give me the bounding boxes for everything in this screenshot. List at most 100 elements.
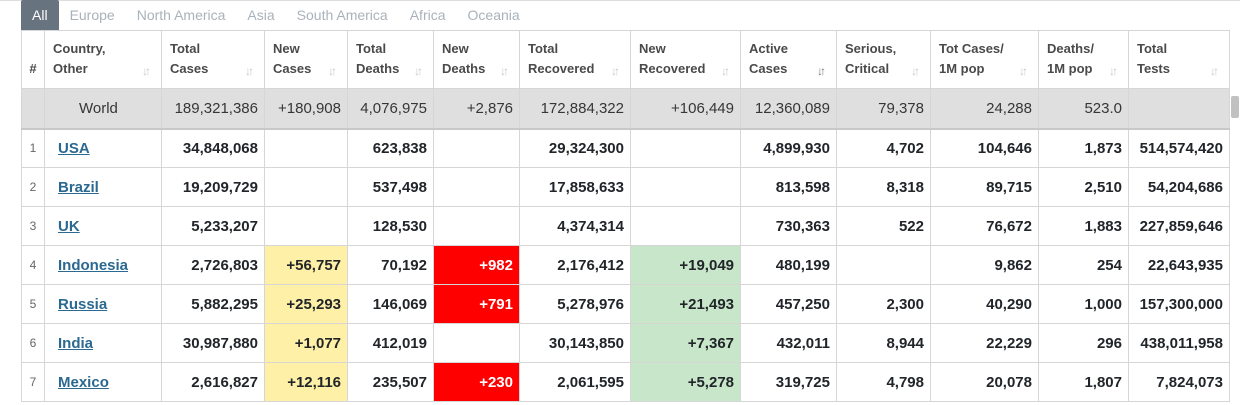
- header-label-line2: Tests: [1137, 61, 1170, 76]
- sort-arrows-icon[interactable]: ↓↑: [245, 64, 254, 78]
- cell-new-recovered: +21,493: [630, 284, 741, 324]
- header-total-tests[interactable]: Total Tests ↓↑: [1128, 30, 1230, 89]
- header-label-line2: Cases: [170, 61, 209, 76]
- table-header-row: # Country, Other ↓↑ Total Cases ↓↑ New Cases ↓↑ To…: [21, 30, 1230, 89]
- cell-serious-critical: 4,798: [836, 362, 931, 402]
- country-link[interactable]: Indonesia: [58, 256, 129, 274]
- header-total-deaths[interactable]: Total Deaths ↓↑: [347, 30, 434, 89]
- country-link[interactable]: UK: [58, 217, 80, 235]
- header-label: #: [23, 59, 44, 79]
- header-serious-critical[interactable]: Serious, Critical ↓↑: [836, 30, 931, 89]
- header-total-cases[interactable]: Total Cases ↓↑: [161, 30, 265, 89]
- header-label-line2: Deaths: [442, 61, 486, 76]
- header-label-line1: Active: [749, 41, 789, 56]
- cell-country: India: [44, 323, 162, 363]
- sort-arrows-icon[interactable]: ↓↑: [500, 64, 509, 78]
- header-new-deaths[interactable]: New Deaths ↓↑: [433, 30, 520, 89]
- cell-serious-critical: 8,944: [836, 323, 931, 363]
- header-total-recovered[interactable]: Total Recovered ↓↑: [519, 30, 631, 89]
- header-new-recovered[interactable]: New Recovered ↓↑: [630, 30, 741, 89]
- cell-total-tests: 157,300,000: [1128, 284, 1230, 324]
- cell-rank: 5: [21, 284, 45, 324]
- cell-new-recovered: +106,449: [630, 88, 741, 129]
- header-rank[interactable]: #: [21, 30, 45, 89]
- table-row: 6 India 30,987,880 +1,077 412,019 30,143,850 +…: [21, 323, 1230, 363]
- cell-cases-per-1m: 76,672: [930, 206, 1039, 246]
- cell-total-cases: 34,848,068: [161, 128, 265, 168]
- header-label-line2: Recovered: [528, 61, 595, 76]
- cell-total-deaths: 128,530: [347, 206, 434, 246]
- country-link[interactable]: Russia: [58, 295, 108, 313]
- header-country[interactable]: Country, Other ↓↑: [44, 30, 162, 89]
- cell-total-tests: 227,859,646: [1128, 206, 1230, 246]
- header-label: Total Cases: [170, 39, 258, 79]
- header-label: Serious, Critical: [845, 39, 924, 79]
- tab-north-america[interactable]: North America: [136, 7, 226, 23]
- cell-rank: [21, 88, 45, 129]
- header-label-line1: Tot Cases/: [939, 41, 1004, 56]
- country-link[interactable]: Brazil: [58, 178, 99, 196]
- cell-new-deaths: +2,876: [433, 88, 520, 129]
- header-new-cases[interactable]: New Cases ↓↑: [264, 30, 348, 89]
- cell-new-cases: [264, 206, 348, 246]
- cell-new-cases: +56,757: [264, 245, 348, 285]
- cell-country: World: [44, 88, 162, 129]
- header-deaths-per-1m[interactable]: Deaths/1M pop ↓↑: [1038, 30, 1129, 89]
- cell-total-tests: 54,204,686: [1128, 167, 1230, 207]
- header-cases-per-1m[interactable]: Tot Cases/1M pop ↓↑: [930, 30, 1039, 89]
- cell-new-deaths: [433, 323, 520, 363]
- cell-new-recovered: +5,278: [630, 362, 741, 402]
- sort-arrows-icon[interactable]: ↓↑: [142, 64, 151, 78]
- cell-total-deaths: 623,838: [347, 128, 434, 168]
- table-row: 7 Mexico 2,616,827 +12,116 235,507 +230 2,061,…: [21, 362, 1230, 402]
- cell-new-recovered: [630, 128, 741, 168]
- cell-total-deaths: 4,076,975: [347, 88, 434, 129]
- cell-serious-critical: 2,300: [836, 284, 931, 324]
- header-label-line2: 1M pop: [1047, 61, 1093, 76]
- cell-active-cases: 457,250: [740, 284, 837, 324]
- cell-total-cases: 2,616,827: [161, 362, 265, 402]
- country-link[interactable]: Mexico: [58, 373, 109, 391]
- sort-arrows-icon[interactable]: ↓↑: [1109, 64, 1118, 78]
- cell-deaths-per-1m: 2,510: [1038, 167, 1129, 207]
- header-label: Tot Cases/1M pop: [939, 39, 1032, 79]
- cell-total-cases: 189,321,386: [161, 88, 265, 129]
- cell-deaths-per-1m: 523.0: [1038, 88, 1129, 129]
- tab-europe[interactable]: Europe: [69, 7, 115, 23]
- cell-active-cases: 432,011: [740, 323, 837, 363]
- sort-arrows-icon[interactable]: ↓↑: [1210, 64, 1219, 78]
- sort-arrows-icon[interactable]: ↓↑: [328, 64, 337, 78]
- tab-asia[interactable]: Asia: [247, 7, 275, 23]
- cell-new-cases: +25,293: [264, 284, 348, 324]
- sort-arrows-icon[interactable]: ↓↑: [911, 64, 920, 78]
- sort-arrows-icon[interactable]: ↓↑: [611, 64, 620, 78]
- tab-africa[interactable]: Africa: [409, 7, 446, 23]
- cell-cases-per-1m: 9,862: [930, 245, 1039, 285]
- tab-south-america[interactable]: South America: [296, 7, 388, 23]
- sort-arrows-icon[interactable]: ↓↑: [817, 64, 826, 78]
- table-row: 4 Indonesia 2,726,803 +56,757 70,192 +982 2,17…: [21, 245, 1230, 285]
- tab-oceania[interactable]: Oceania: [467, 7, 520, 23]
- country-link[interactable]: India: [58, 334, 94, 352]
- header-label: Total Recovered: [528, 39, 624, 79]
- country-link[interactable]: USA: [58, 139, 90, 157]
- header-label-line2: 1M pop: [939, 61, 985, 76]
- header-label: New Recovered: [639, 39, 734, 79]
- sort-arrows-icon[interactable]: ↓↑: [721, 64, 730, 78]
- cell-deaths-per-1m: 296: [1038, 323, 1129, 363]
- cell-deaths-per-1m: 254: [1038, 245, 1129, 285]
- cell-rank: 1: [21, 128, 45, 168]
- header-label-line2: Deaths: [356, 61, 400, 76]
- header-label: New Cases: [273, 39, 341, 79]
- header-active-cases[interactable]: Active Cases ↓↑: [740, 30, 837, 89]
- table-row-world: World 189,321,386 +180,908 4,076,975 +2,876 1…: [21, 88, 1230, 129]
- cell-new-recovered: +19,049: [630, 245, 741, 285]
- sort-arrows-icon[interactable]: ↓↑: [414, 64, 423, 78]
- tab-all[interactable]: All: [21, 0, 59, 30]
- scrollbar-thumb[interactable]: [1231, 96, 1239, 118]
- sort-arrows-icon[interactable]: ↓↑: [1019, 64, 1028, 78]
- cell-new-recovered: +7,367: [630, 323, 741, 363]
- cell-total-deaths: 235,507: [347, 362, 434, 402]
- cell-active-cases: 813,598: [740, 167, 837, 207]
- cell-total-cases: 30,987,880: [161, 323, 265, 363]
